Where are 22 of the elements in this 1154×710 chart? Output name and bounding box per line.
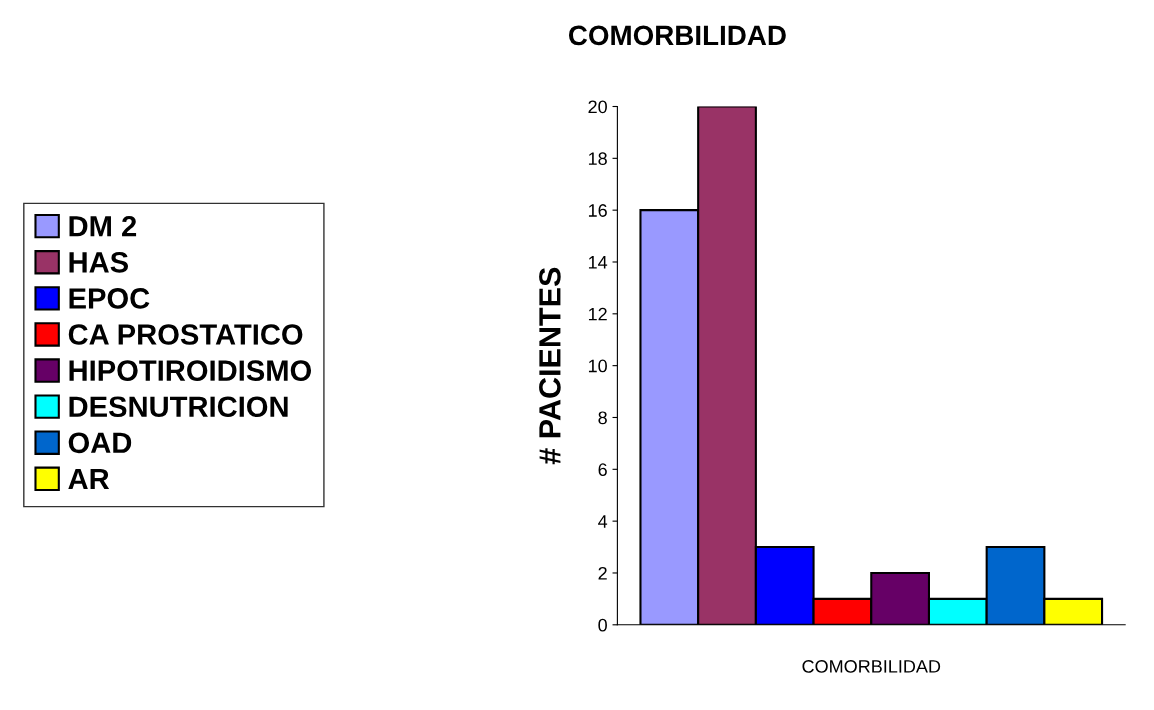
y-tick-label: 10 (588, 359, 607, 373)
y-tick-label: 4 (598, 515, 608, 528)
y-tick-label: 0 (598, 618, 607, 632)
legend-label: CA PROSTATICO (68, 324, 303, 345)
y-tick-label: 2 (598, 566, 607, 580)
legend-label: HAS (69, 252, 129, 273)
legend-label: HIPOTIROIDISMO (69, 360, 312, 381)
y-tick-label: 6 (598, 463, 607, 477)
legend-label: EPOC (69, 288, 150, 309)
y-tick-label: 8 (598, 411, 607, 425)
y-tick-label: 12 (588, 307, 607, 321)
chart-title: COMORBILIDAD (568, 25, 786, 46)
y-axis-title: # PACIENTES (539, 267, 561, 465)
x-axis-title: COMORBILIDAD (802, 660, 941, 673)
legend-label: OAD (68, 432, 132, 454)
y-tick-label: 18 (588, 152, 607, 166)
legend-label: AR (68, 468, 110, 489)
y-tick-label: 16 (588, 204, 607, 217)
y-tick-label: 14 (588, 256, 608, 269)
y-tick-label: 20 (588, 100, 607, 114)
legend-label: DM 2 (69, 215, 137, 237)
legend-label: DESNUTRICION (69, 396, 288, 418)
